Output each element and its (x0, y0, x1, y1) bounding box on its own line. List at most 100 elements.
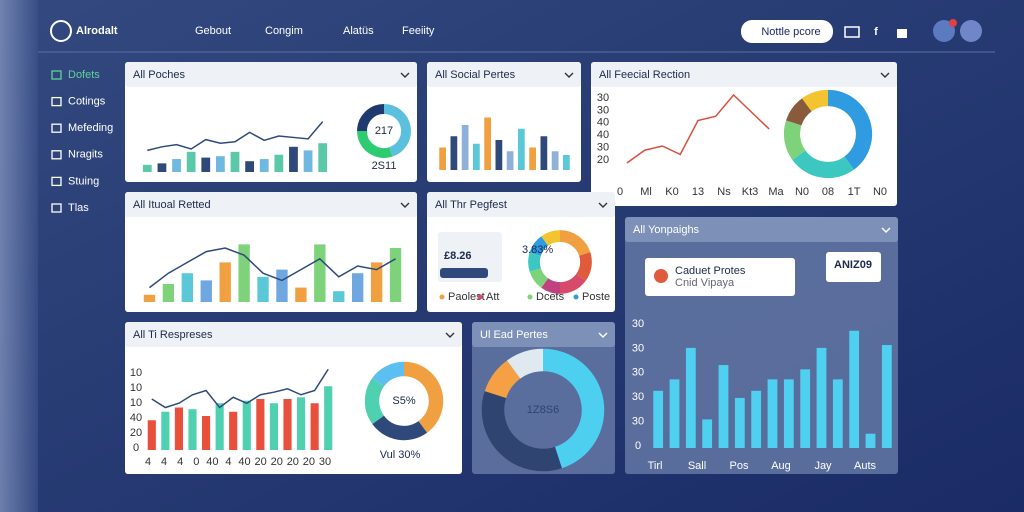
donut-label: S5% (392, 395, 415, 407)
bar (702, 419, 713, 448)
x-label: 20 (255, 456, 267, 468)
panel-title: All Poches (133, 69, 185, 81)
x-label: 40 (206, 456, 218, 468)
chevron[interactable] (881, 227, 891, 233)
bar (461, 125, 469, 170)
x-label: 30 (319, 456, 331, 468)
caption: 2S11 (372, 160, 397, 172)
chevron[interactable] (880, 72, 890, 78)
sidebar-item[interactable]: Cotings (68, 96, 106, 108)
y-label: 30 (632, 318, 644, 330)
panel-header (125, 192, 417, 217)
lock-icon[interactable] (897, 29, 907, 38)
legend-dot (439, 294, 445, 300)
bar (865, 433, 876, 448)
chevron[interactable] (564, 72, 574, 78)
sidebar-item[interactable]: Mefeding (68, 122, 113, 134)
bar (238, 244, 250, 302)
bar (274, 154, 284, 172)
x-label: K0 (665, 186, 678, 198)
x-label: Pos (730, 460, 749, 472)
chevron[interactable] (400, 202, 410, 208)
panel-title: All Ituoal Retted (133, 199, 211, 211)
donut-label: 217 (375, 125, 393, 137)
legend-label: Poste (582, 291, 610, 303)
donut-segment (528, 252, 541, 272)
menu-item[interactable]: Alatüs (343, 25, 374, 37)
menu-item[interactable]: Gebout (195, 25, 231, 37)
chevron[interactable] (598, 202, 608, 208)
info-icon (654, 269, 668, 283)
menu-item[interactable]: Feeiity (402, 25, 435, 37)
x-label: 0 (617, 186, 623, 198)
trend-line (151, 368, 329, 409)
bar (439, 147, 446, 170)
bar (450, 136, 458, 170)
menu-item[interactable]: Congim (265, 25, 303, 37)
avatar[interactable] (933, 20, 955, 42)
donut-segment (364, 377, 385, 425)
chevron[interactable] (445, 332, 455, 338)
bar (734, 397, 745, 448)
sidebar-item[interactable]: Tlas (68, 202, 89, 214)
donut-segment (783, 120, 806, 160)
header-button[interactable] (741, 20, 833, 43)
mail-icon[interactable] (844, 26, 860, 38)
x-label: 0 (193, 456, 199, 468)
donut-segment (541, 230, 561, 246)
panel-header (125, 322, 462, 347)
donut-segment (786, 98, 812, 126)
bar (181, 273, 193, 302)
x-label: Tirl (648, 460, 663, 472)
bar (832, 379, 843, 448)
panel-header (625, 217, 898, 242)
y-label: 0 (635, 440, 641, 452)
facebook-icon[interactable]: f (874, 26, 878, 38)
sidebar-item[interactable]: Stuing (68, 175, 99, 187)
bar (276, 269, 288, 302)
bar (751, 390, 762, 448)
chevron[interactable] (598, 332, 608, 338)
panel-title: Ul Ead Pertes (480, 329, 548, 341)
trend-line (149, 247, 396, 289)
bar (849, 330, 860, 448)
y-label: 10 (130, 367, 142, 379)
bar (200, 280, 212, 302)
panel-title: All Yonpaighs (633, 224, 700, 236)
donut-segment (792, 150, 854, 179)
header-button-label[interactable]: Nottle pcore (761, 26, 820, 38)
bar (529, 147, 536, 170)
donut-segment (372, 415, 428, 441)
x-label: 13 (692, 186, 704, 198)
bar (370, 262, 383, 302)
bar (518, 128, 525, 170)
panel-title: All Social Pertes (435, 69, 516, 81)
bar (162, 284, 175, 302)
x-label: 20 (303, 456, 315, 468)
legend-label: Dcets (536, 291, 565, 303)
bar (147, 420, 156, 450)
y-label: 40 (597, 129, 609, 141)
donut-segment (542, 348, 605, 469)
chevron[interactable] (400, 72, 410, 78)
legend-dot (573, 294, 579, 300)
bar (495, 140, 503, 170)
bar (188, 409, 197, 450)
y-label: 0 (133, 442, 139, 454)
bar (256, 399, 265, 450)
trend-line (626, 93, 770, 164)
bar (653, 390, 664, 448)
y-label: 20 (597, 154, 609, 166)
sidebar-icon (51, 203, 62, 213)
sidebar-item[interactable]: Nragits (68, 149, 103, 161)
profile-icon[interactable] (960, 20, 982, 42)
sidebar-item[interactable]: Dofets (68, 69, 100, 81)
logo: Alrodalt (76, 25, 118, 37)
card-subtitle: Cnid Vipaya (675, 277, 735, 289)
sidebar-icon (51, 123, 62, 133)
bar (767, 379, 778, 448)
legend-dot (527, 294, 533, 300)
legend-dot (477, 294, 483, 300)
donut-segment (529, 236, 549, 257)
